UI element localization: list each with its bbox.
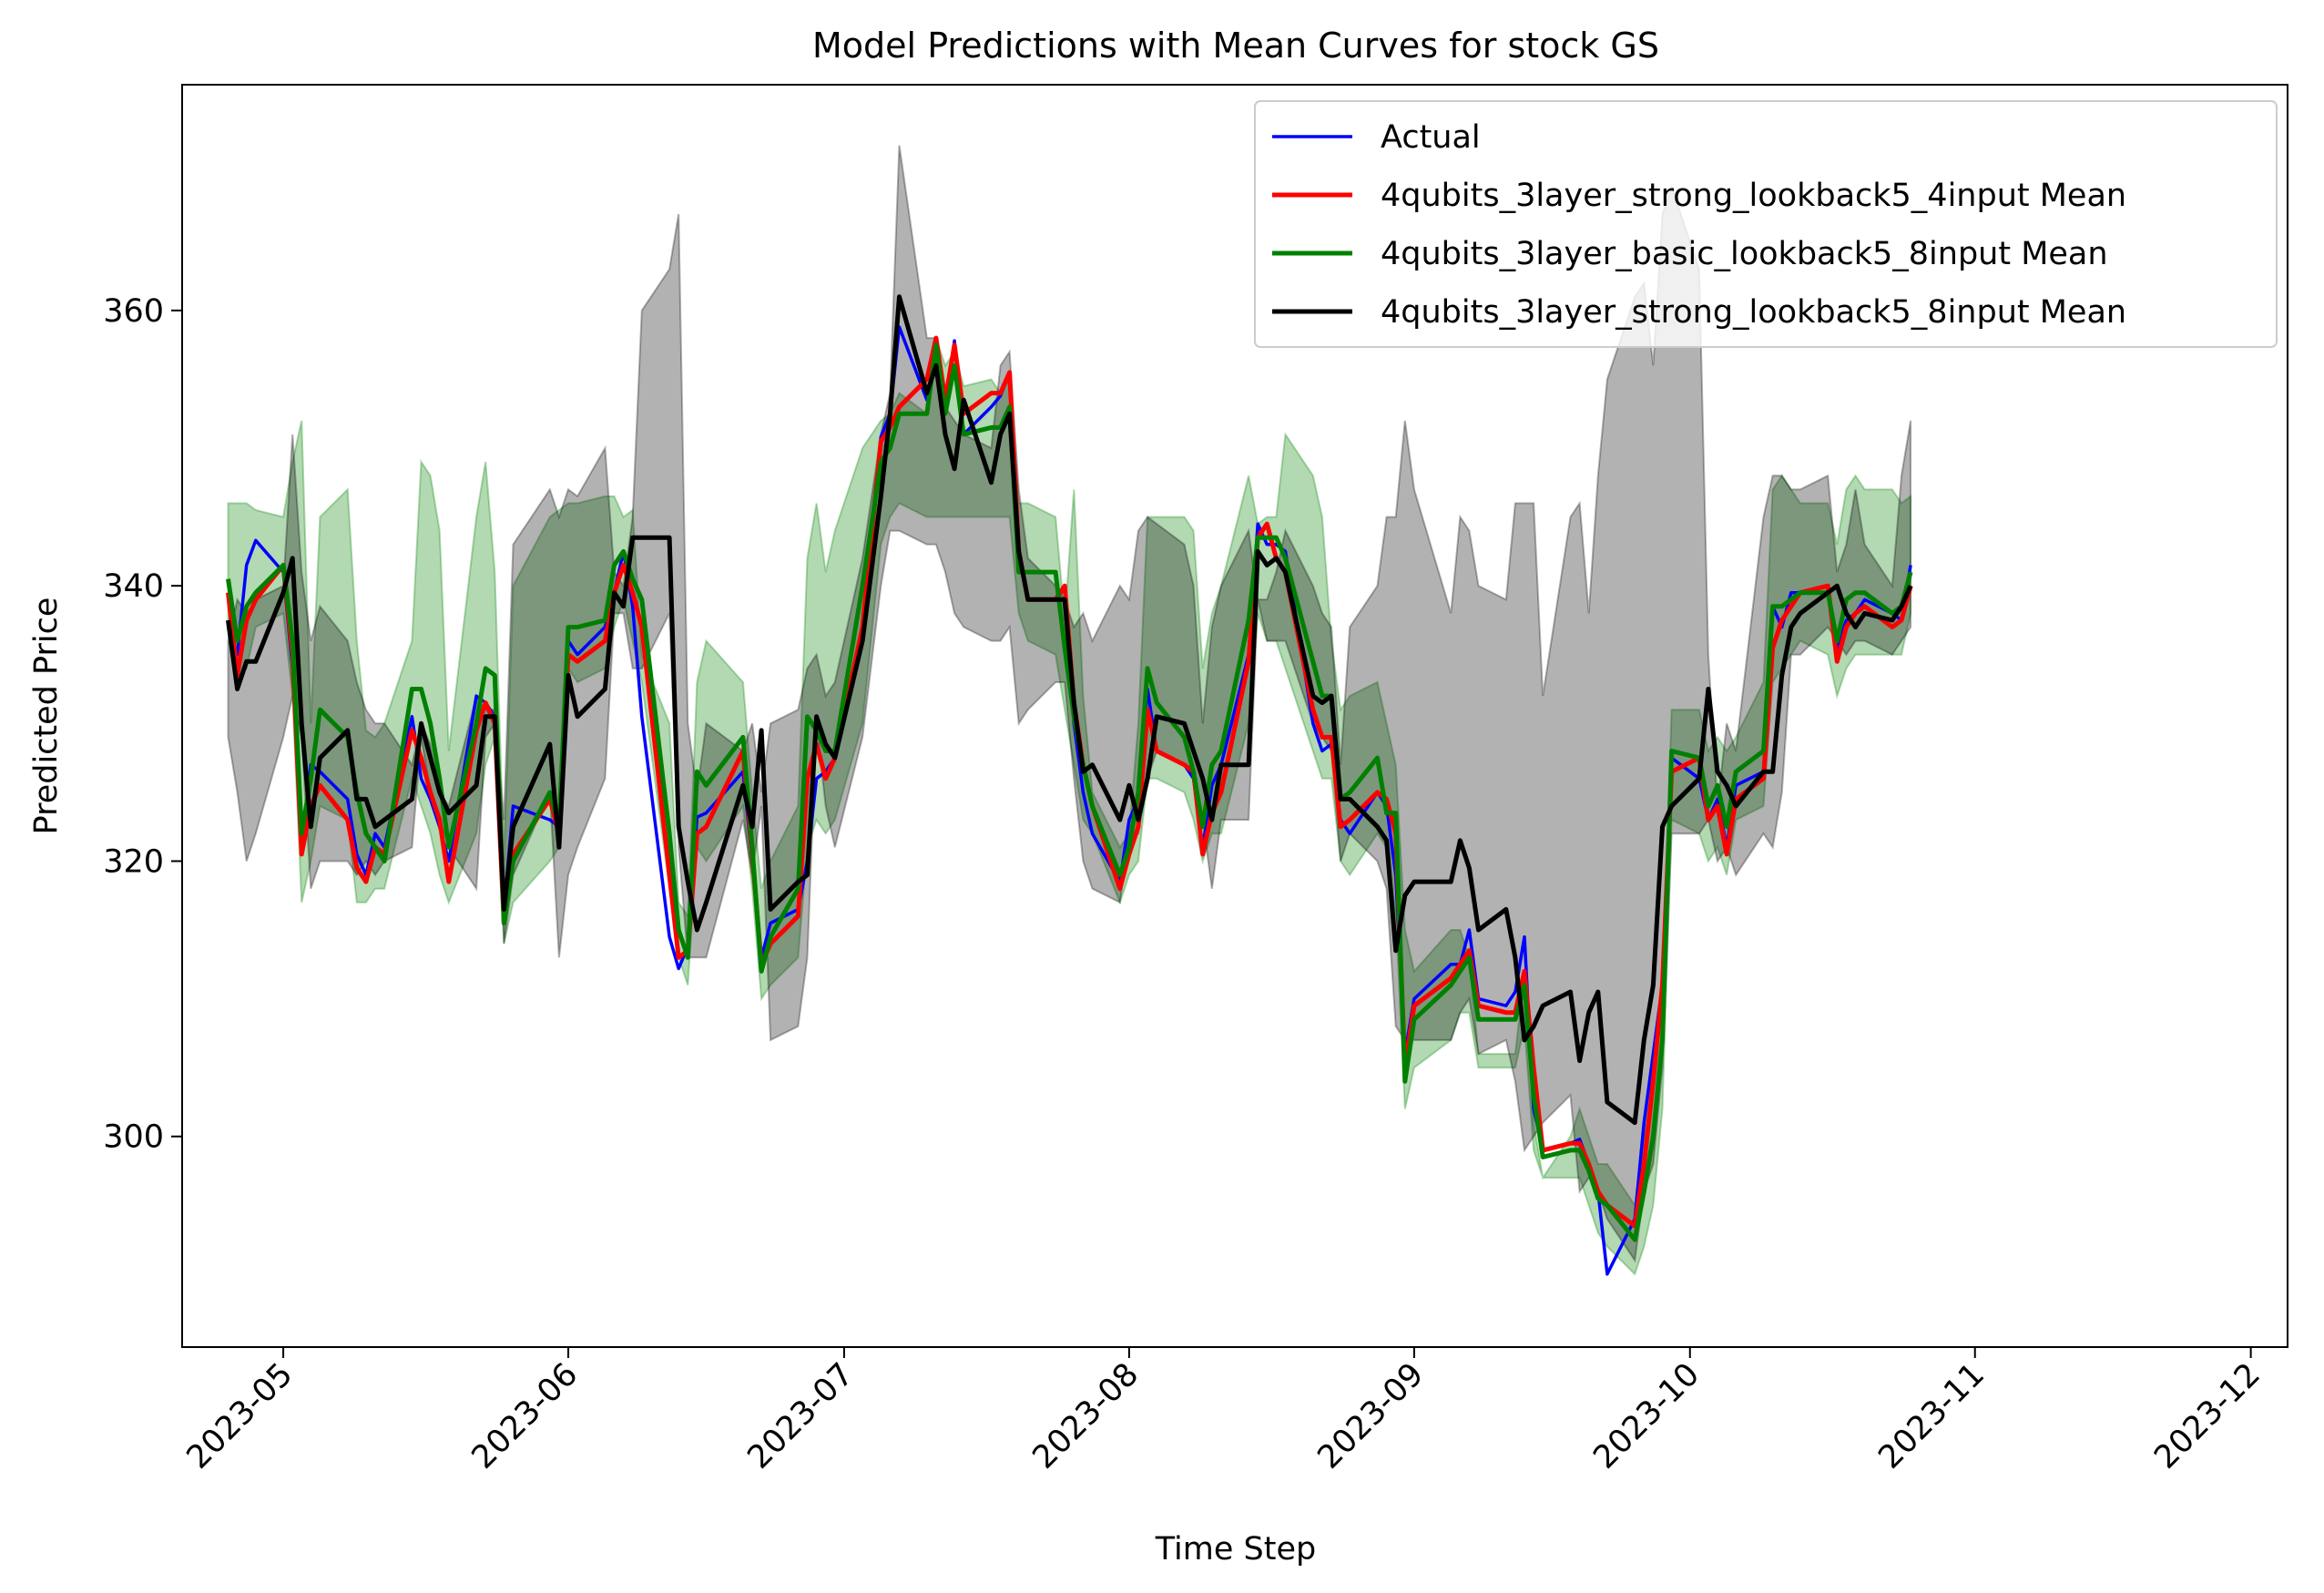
plot-frame [181, 84, 2288, 1348]
y-axis-label: Predicted Price [28, 597, 65, 835]
band-4qubits-3layer-basic-lookback5-8input-mean [227, 337, 1912, 1276]
legend: Actual 4qubits_3layer_strong_lookback5_4i… [1254, 100, 2278, 348]
y-tick-label: 360 [103, 293, 164, 330]
x-axis-label: Time Step [1155, 1531, 1316, 1567]
series-line-4qubits-3layer-strong-lookback5-8input-mean [226, 294, 1913, 1126]
band-layer [227, 145, 1912, 1276]
y-tick-label: 340 [103, 568, 164, 605]
legend-box [1254, 100, 2278, 348]
y-tick-label: 320 [103, 843, 164, 880]
series-layer [226, 294, 1913, 1276]
legend-label-4qubits-3layer-basic-lookback5-8input-mean: 4qubits_3layer_basic_lookback5_8input Me… [1381, 236, 2108, 272]
band-4qubits-3layer-strong-lookback5-8input-mean [227, 145, 1912, 1263]
y-axis: 300 320 340 360 [103, 293, 182, 1156]
y-tick-label: 300 [103, 1119, 164, 1156]
legend-label-4qubits-3layer-strong-lookback5-8input-mean: 4qubits_3layer_strong_lookback5_8input M… [1381, 294, 2126, 331]
chart-title: Model Predictions with Mean Curves for s… [812, 26, 1659, 66]
legend-label-actual: Actual [1381, 119, 1481, 156]
legend-label-4qubits-3layer-strong-lookback5-4input-mean: 4qubits_3layer_strong_lookback5_4input M… [1381, 178, 2126, 214]
